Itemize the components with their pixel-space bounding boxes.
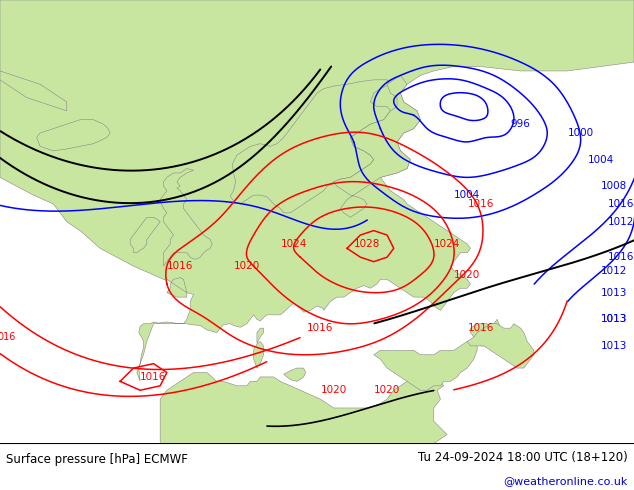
Text: 1004: 1004 [588, 155, 614, 165]
Text: Surface pressure [hPa] ECMWF: Surface pressure [hPa] ECMWF [6, 453, 188, 466]
Text: @weatheronline.co.uk: @weatheronline.co.uk [503, 476, 628, 486]
Polygon shape [283, 368, 306, 381]
Text: 1016: 1016 [607, 199, 634, 209]
Text: 1016: 1016 [607, 252, 634, 262]
Text: 1008: 1008 [601, 181, 627, 191]
Text: 1024: 1024 [280, 239, 307, 249]
Text: 1016: 1016 [467, 323, 494, 333]
Text: 1016: 1016 [140, 372, 167, 382]
Polygon shape [257, 328, 264, 343]
Text: 1020: 1020 [321, 385, 347, 395]
Text: 1012: 1012 [607, 217, 634, 227]
Text: 1016: 1016 [307, 323, 333, 333]
Text: 1013: 1013 [601, 314, 627, 324]
Text: Tu 24-09-2024 18:00 UTC (18+120): Tu 24-09-2024 18:00 UTC (18+120) [418, 451, 628, 464]
Polygon shape [160, 169, 212, 266]
Text: 1004: 1004 [454, 190, 481, 200]
Text: 1020: 1020 [454, 270, 481, 280]
Polygon shape [37, 120, 110, 151]
Text: 1016: 1016 [167, 261, 193, 271]
Text: 1013: 1013 [601, 341, 627, 351]
Polygon shape [230, 80, 391, 213]
Text: 1000: 1000 [567, 128, 593, 138]
Text: 1016: 1016 [467, 199, 494, 209]
Text: 1024: 1024 [434, 239, 460, 249]
Polygon shape [373, 319, 500, 390]
Polygon shape [0, 0, 634, 381]
Polygon shape [130, 217, 160, 253]
Text: 1012: 1012 [601, 266, 627, 275]
Polygon shape [160, 372, 447, 443]
Text: 1013: 1013 [601, 314, 627, 324]
Text: 996: 996 [510, 119, 531, 129]
Polygon shape [467, 324, 534, 368]
Polygon shape [254, 342, 264, 368]
Text: 1020: 1020 [374, 385, 400, 395]
Text: 1020: 1020 [234, 261, 260, 271]
Polygon shape [333, 75, 420, 217]
Polygon shape [0, 71, 67, 111]
Text: 016: 016 [0, 332, 16, 342]
Text: 1013: 1013 [601, 288, 627, 298]
Text: 1028: 1028 [354, 239, 380, 249]
